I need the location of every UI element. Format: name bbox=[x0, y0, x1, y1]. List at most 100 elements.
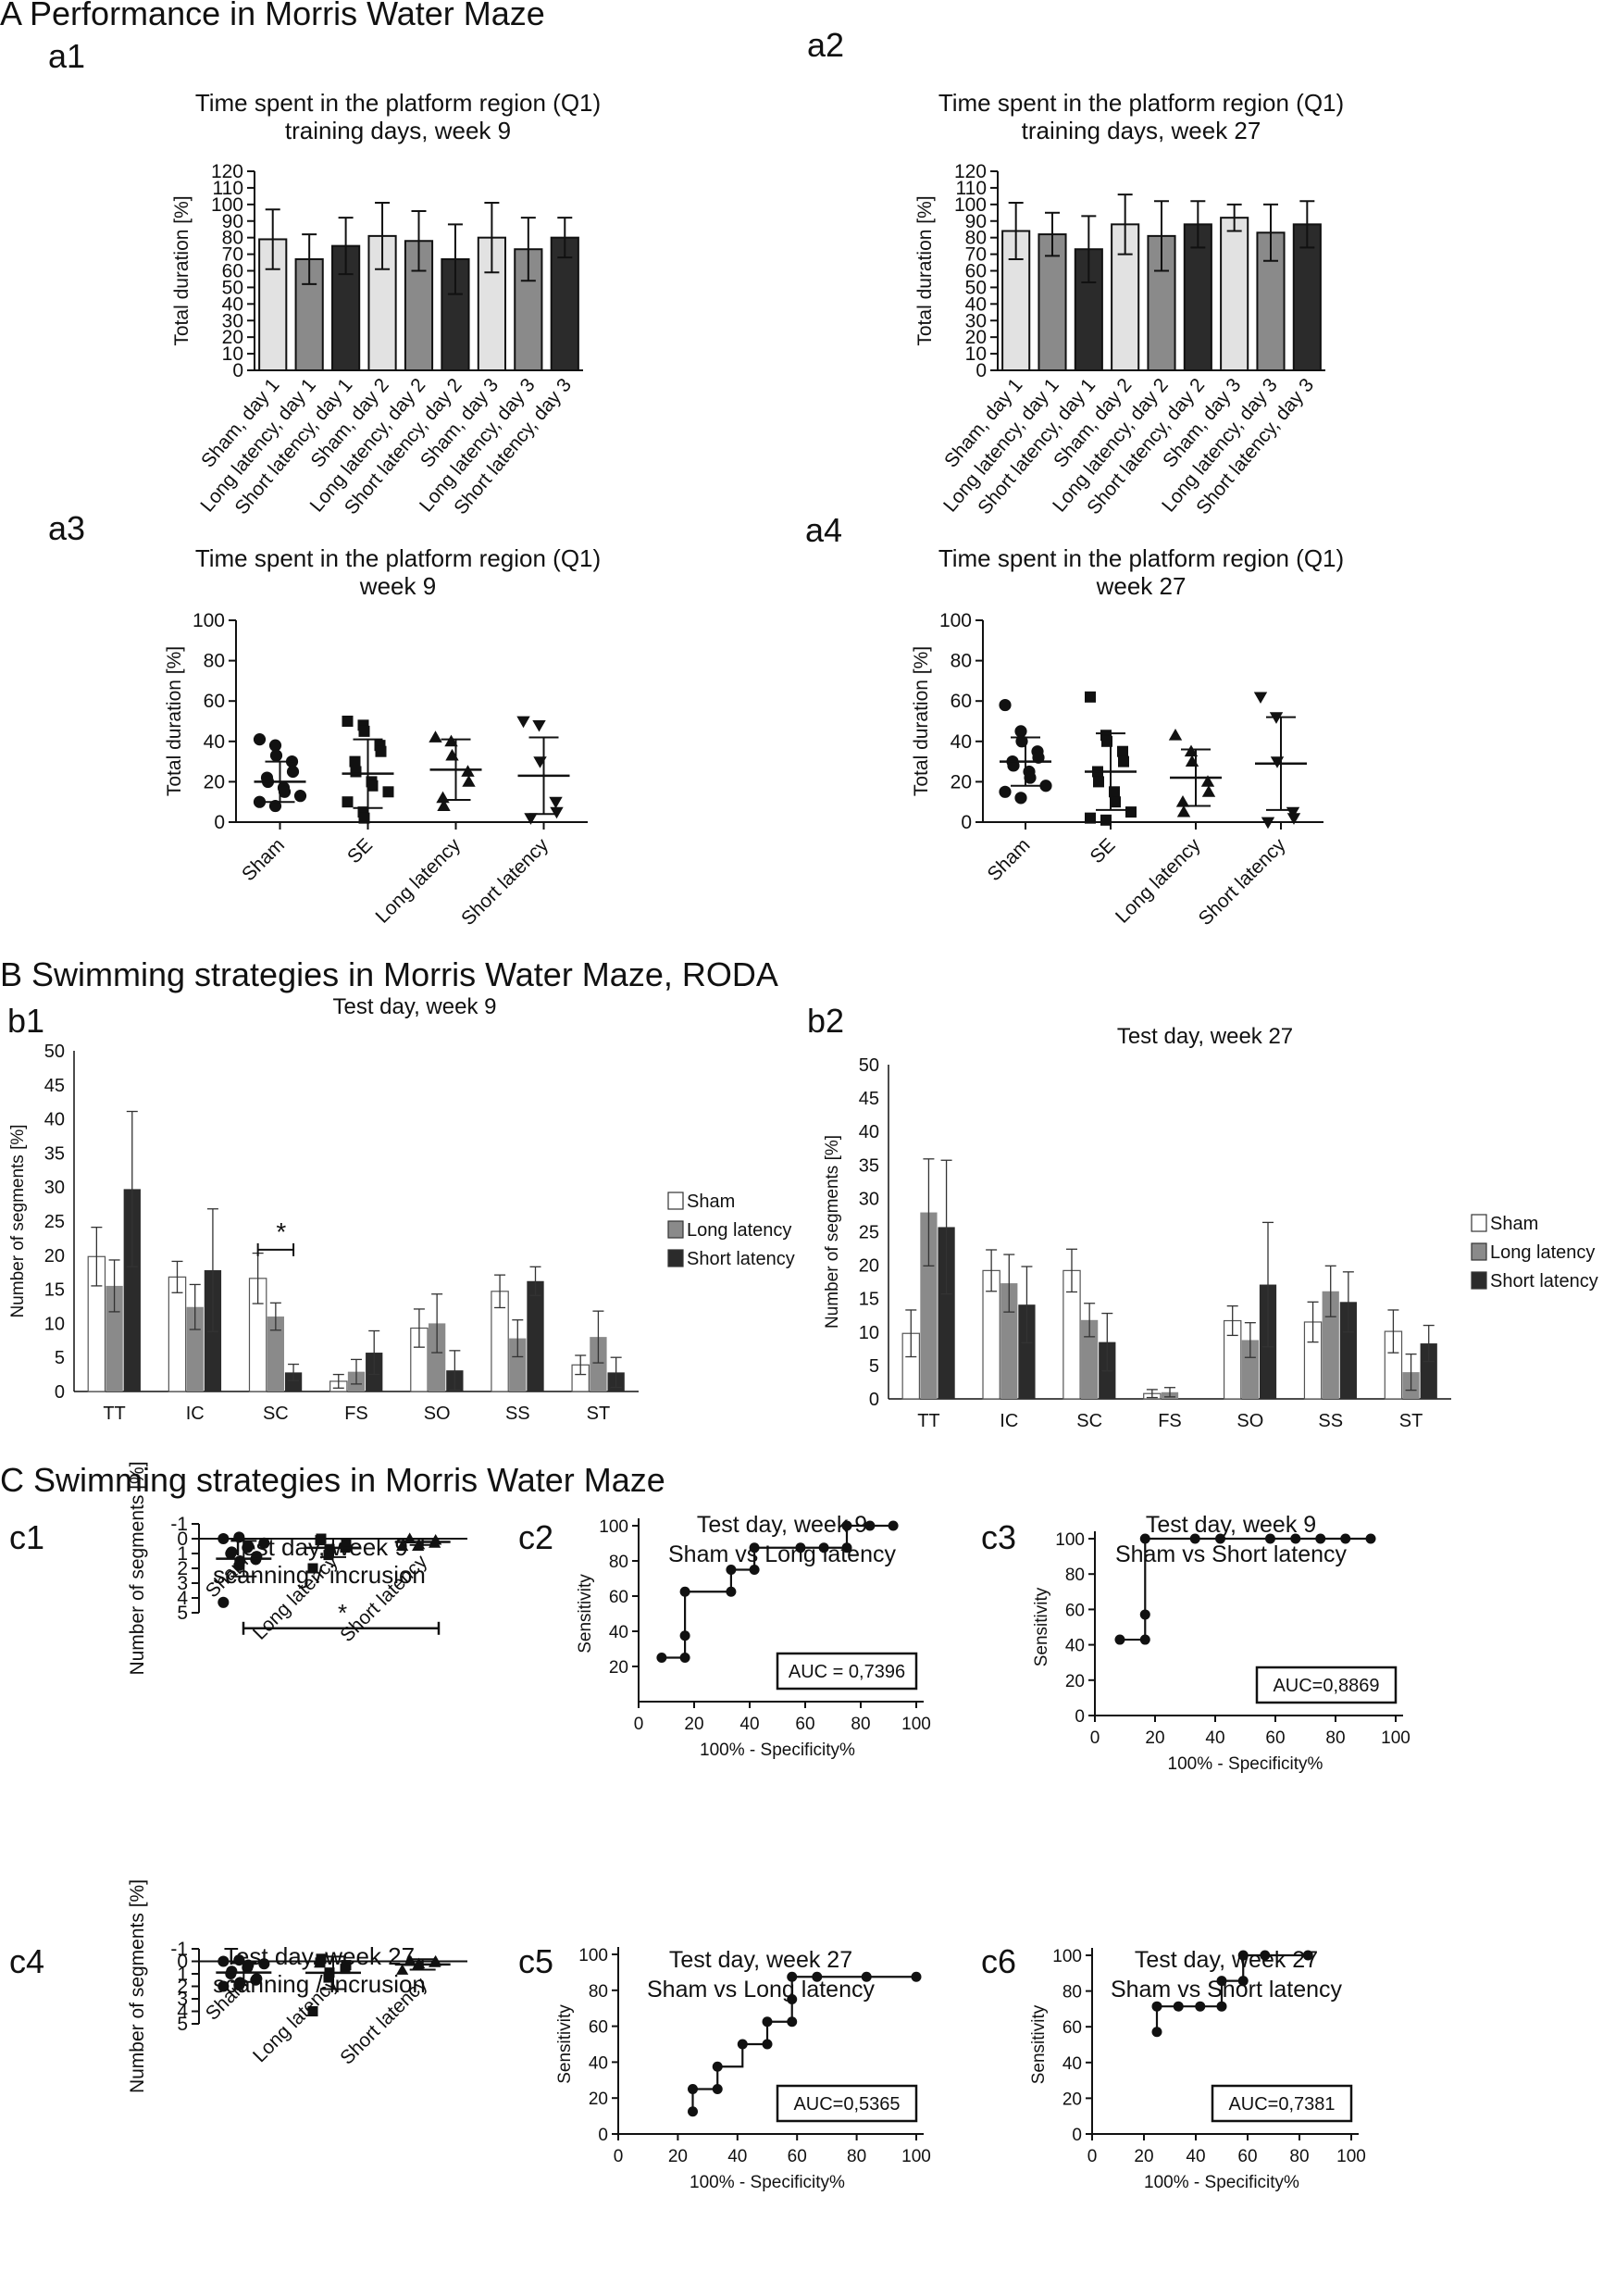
c2-x-tick-label: 100 bbox=[901, 1715, 931, 1734]
a3-x-tick-group: SE bbox=[343, 834, 377, 867]
a4-data-point bbox=[1176, 805, 1191, 817]
c1-y-tick-label: 0 bbox=[177, 1529, 188, 1550]
c1-y-tick-label: -1 bbox=[170, 1514, 188, 1535]
c3-roc-point bbox=[1139, 1634, 1150, 1645]
section-a-heading: A Performance in Morris Water Maze bbox=[0, 0, 545, 32]
c4-y-tick-label: 4 bbox=[177, 2002, 188, 2023]
b1-legend-swatch bbox=[667, 1249, 684, 1267]
a2-y-label-group: Total duration [%] bbox=[914, 195, 936, 345]
b2-bar bbox=[1339, 1302, 1357, 1399]
c3-x-tick-label: 80 bbox=[1325, 1728, 1345, 1748]
c2-roc-point bbox=[656, 1653, 667, 1663]
a3-data-point bbox=[358, 725, 370, 737]
a4-data-point bbox=[1110, 796, 1121, 808]
c5-title-line: Test day, week 27 bbox=[669, 1947, 852, 1973]
a2-y-tick-label: 30 bbox=[965, 310, 987, 331]
c1-data-point bbox=[413, 1538, 426, 1550]
panel-label-c6: c6 bbox=[981, 1942, 1017, 1980]
a3-data-point bbox=[445, 748, 459, 761]
c2-roc-point bbox=[679, 1653, 690, 1663]
b1-y-tick-label: 10 bbox=[44, 1314, 65, 1334]
c6-roc-point bbox=[1260, 1950, 1271, 1961]
c5-roc-point bbox=[787, 1971, 798, 1982]
b2-legend-swatch bbox=[1471, 1271, 1487, 1290]
b1-y-tick-label: 15 bbox=[44, 1280, 65, 1301]
a1-y-tick-label: 90 bbox=[222, 211, 243, 232]
c2-y-tick-label: 60 bbox=[609, 1588, 628, 1607]
a4-x-tick-group: Short latency bbox=[1195, 834, 1290, 930]
c1-data-point bbox=[226, 1546, 238, 1558]
c6-roc-point bbox=[1302, 1950, 1313, 1961]
a2-title-line: training days, week 27 bbox=[1022, 117, 1261, 144]
section-b-heading: B Swimming strategies in Morris Water Ma… bbox=[0, 955, 778, 993]
b1-bar bbox=[267, 1316, 285, 1391]
b1-significance-star: * bbox=[276, 1217, 286, 1246]
c6-auc-box bbox=[1211, 2084, 1353, 2123]
b2-bar bbox=[1420, 1343, 1437, 1399]
c3-title-line: Test day, week 9 bbox=[1146, 1512, 1316, 1538]
c3-roc-point bbox=[1139, 1533, 1150, 1544]
a1-y-tick-label: 100 bbox=[211, 194, 243, 216]
c4-title-line: scanning / incrusion bbox=[213, 1970, 426, 1998]
a4-data-point bbox=[1261, 817, 1275, 830]
c3-roc-point bbox=[1290, 1533, 1301, 1544]
panel-label-b2: b2 bbox=[807, 1002, 845, 1040]
c2-roc-point bbox=[795, 1542, 806, 1554]
b1-title-line: Test day, week 9 bbox=[333, 994, 497, 1019]
c5-x-label: 100% - Specificity% bbox=[690, 2173, 845, 2192]
c6-title-line: Test day, week 27 bbox=[1135, 1947, 1318, 1973]
c5-y-tick-label: 60 bbox=[589, 2018, 608, 2038]
c2-roc-point bbox=[888, 1520, 899, 1531]
b1-bar bbox=[168, 1276, 187, 1392]
c1-data-point bbox=[217, 1596, 230, 1608]
a4-x-tick-label: SE bbox=[1086, 834, 1119, 867]
a3-x-tick-label: Short latency bbox=[457, 834, 553, 930]
a1-title-line: Time spent in the platform region (Q1) bbox=[195, 89, 601, 117]
c3-x-tick-label: 0 bbox=[1090, 1728, 1100, 1748]
c6-x-tick-label: 40 bbox=[1186, 2147, 1205, 2166]
c1-data-point bbox=[341, 1538, 352, 1549]
b1-bar bbox=[509, 1338, 527, 1391]
b1-legend-swatch bbox=[667, 1220, 684, 1239]
c5-y-tick-label: 20 bbox=[589, 2090, 608, 2109]
c3-y-tick-label: 0 bbox=[1075, 1707, 1085, 1727]
c6-x-tick-label: 100 bbox=[1336, 2147, 1366, 2166]
c6-roc-point bbox=[1237, 1976, 1249, 1987]
a3-data-point bbox=[375, 745, 387, 757]
c1-y-tick-label: 4 bbox=[177, 1588, 188, 1609]
c5-y-label: Sensitivity bbox=[555, 2004, 575, 2084]
a3-title-line: week 9 bbox=[359, 572, 436, 600]
b2-y-label-group: Number of segments [%] bbox=[823, 1135, 842, 1329]
b2-x-tick-label: SS bbox=[1318, 1411, 1343, 1431]
b2-y-tick-label: 25 bbox=[859, 1223, 879, 1243]
c4-data-point bbox=[341, 1960, 352, 1971]
b2-bar bbox=[920, 1212, 938, 1399]
c4-data-point bbox=[226, 1965, 238, 1978]
c6-roc-point bbox=[1216, 2001, 1227, 2012]
a2-y-tick-label: 50 bbox=[965, 277, 987, 298]
b1-bar bbox=[527, 1280, 544, 1391]
a3-y-tick-label: 0 bbox=[214, 812, 225, 833]
b1-y-tick-label: 30 bbox=[44, 1178, 65, 1198]
panel-label-c4: c4 bbox=[9, 1942, 45, 1980]
c3-roc-point bbox=[1365, 1533, 1376, 1544]
c2-y-tick-label: 20 bbox=[609, 1658, 628, 1678]
a3-data-point bbox=[293, 790, 307, 803]
c6-y-tick-label: 20 bbox=[1062, 2090, 1082, 2109]
a4-y-tick-label: 80 bbox=[951, 651, 972, 672]
b1-legend-label: Sham bbox=[687, 1192, 735, 1212]
c5-auc-label: AUC=0,5365 bbox=[793, 2094, 900, 2115]
a2-y-tick-label: 10 bbox=[965, 343, 987, 365]
a4-x-tick-group: SE bbox=[1086, 834, 1119, 867]
c2-y-tick-label: 80 bbox=[609, 1553, 628, 1572]
c2-x-label: 100% - Specificity% bbox=[700, 1741, 855, 1760]
a3-data-point bbox=[524, 813, 538, 825]
a2-title-line: Time spent in the platform region (Q1) bbox=[938, 89, 1344, 117]
a1-y-tick-label: 20 bbox=[222, 327, 243, 348]
c5-roc-point bbox=[688, 2084, 698, 2094]
c5-y-tick-label: 40 bbox=[589, 2053, 608, 2073]
a3-data-point bbox=[532, 719, 546, 732]
c5-y-label-group: Sensitivity bbox=[555, 2004, 575, 2084]
a3-x-tick-group: Short latency bbox=[457, 834, 553, 930]
a4-data-point bbox=[999, 698, 1012, 712]
